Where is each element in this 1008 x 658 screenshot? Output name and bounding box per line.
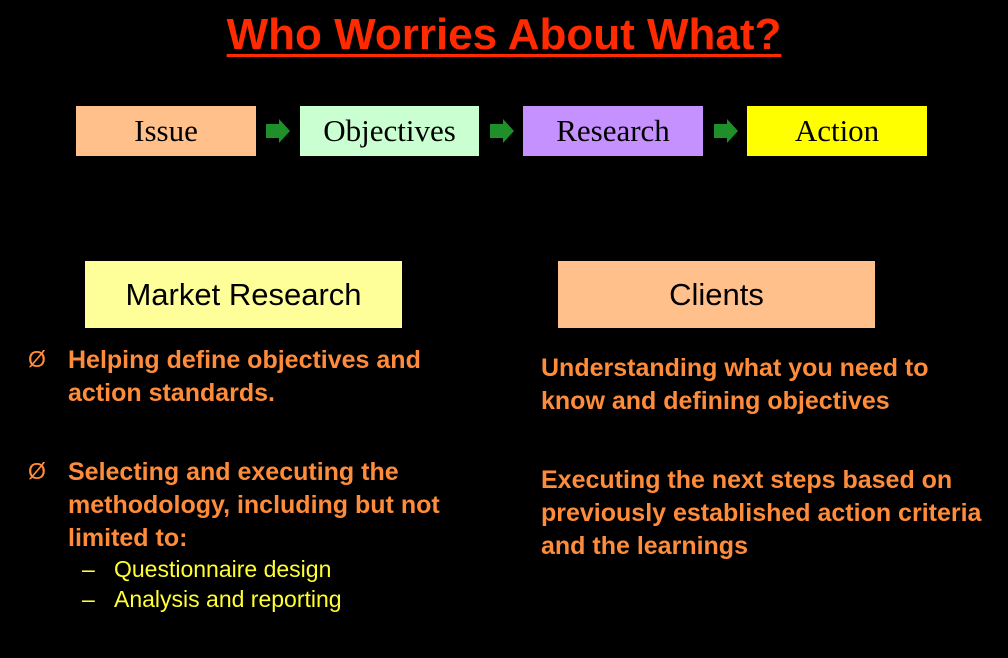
- dash-marker: –: [82, 586, 95, 612]
- green-arrow-right-icon: [266, 119, 290, 143]
- clients-item: Executing the next steps based on previo…: [541, 466, 982, 560]
- list-item: – Questionnaire design: [82, 554, 342, 584]
- flow-step-issue: Issue: [76, 106, 256, 156]
- dash-marker: –: [82, 556, 95, 582]
- market-research-heading: Market Research: [85, 261, 402, 328]
- clients-heading: Clients: [558, 261, 875, 328]
- bullet-marker: Ø: [28, 458, 46, 484]
- methodology-sub-list: – Questionnaire design – Analysis and re…: [82, 554, 342, 614]
- flow-step-research: Research: [523, 106, 703, 156]
- green-arrow-right-icon: [490, 119, 514, 143]
- market-research-bullet: Selecting and executing the methodology,…: [68, 458, 440, 552]
- sub-item-label: Analysis and reporting: [114, 586, 342, 612]
- flow-step-objectives: Objectives: [300, 106, 479, 156]
- clients-item: Understanding what you need to know and …: [541, 354, 929, 415]
- market-research-bullet: Helping define objectives and action sta…: [68, 346, 421, 407]
- flow-step-action: Action: [747, 106, 927, 156]
- sub-item-label: Questionnaire design: [114, 556, 332, 582]
- list-item: – Analysis and reporting: [82, 584, 342, 614]
- green-arrow-right-icon: [714, 119, 738, 143]
- page-title: Who Worries About What?: [226, 10, 782, 59]
- bullet-marker: Ø: [28, 346, 46, 372]
